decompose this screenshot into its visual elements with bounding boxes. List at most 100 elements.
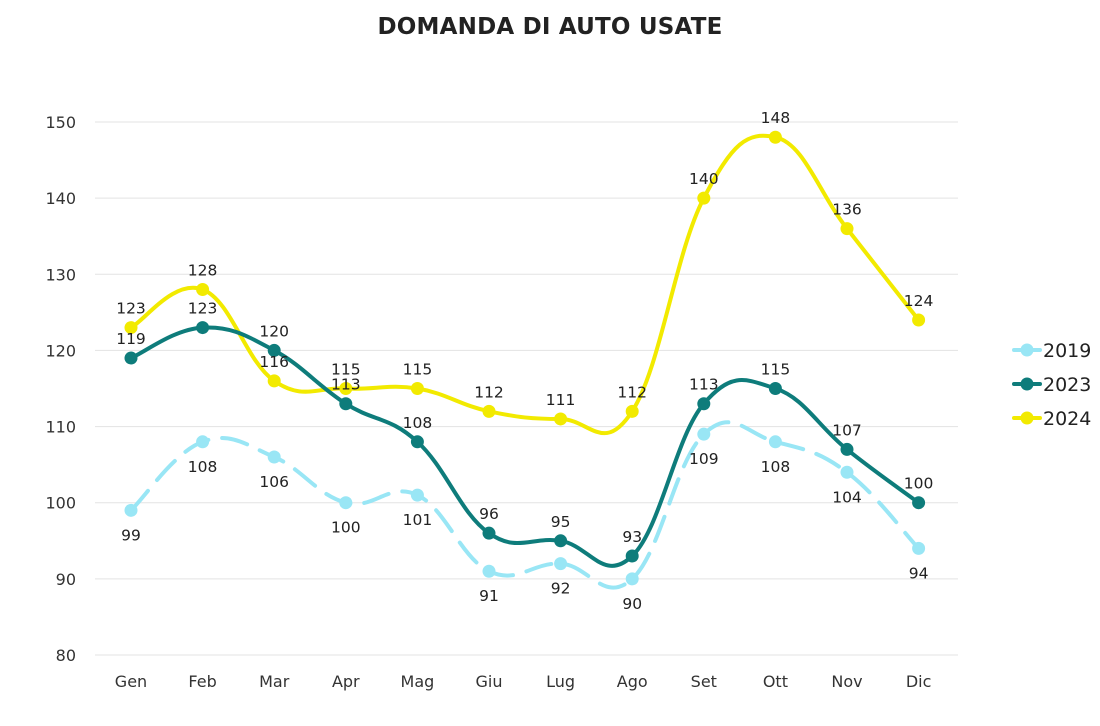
- chart-title: DOMANDA DI AUTO USATE: [377, 14, 723, 40]
- data-label-2023: 96: [479, 505, 499, 523]
- legend-item-2019: 2019: [1012, 340, 1091, 362]
- data-point-2019: [196, 435, 210, 449]
- data-labels: 99 108 106 100 101 91 92 90 109 108 104 94 119 123 120…: [116, 109, 933, 613]
- data-point-2023: [339, 397, 353, 411]
- y-axis-ticks: 80 90 100 110 120 130 140 150: [45, 113, 76, 665]
- data-point-2019: [697, 427, 711, 441]
- legend: 2019 2023 2024: [1012, 340, 1091, 430]
- data-label-2019: 101: [403, 511, 433, 529]
- data-point-2023: [554, 534, 568, 548]
- x-tick-label: Dic: [906, 672, 932, 691]
- data-label-2023: 123: [188, 300, 218, 318]
- data-point-2019: [912, 541, 926, 555]
- data-point-2024: [554, 412, 568, 426]
- series-2024: [124, 130, 926, 436]
- x-axis-ticks: Gen Feb Mar Apr Mag Giu Lug Ago Set Ott Nov Dic: [115, 672, 932, 691]
- x-tick-label: Lug: [546, 672, 575, 691]
- data-label-2023: 108: [403, 414, 433, 432]
- x-tick-label: Mar: [259, 672, 290, 691]
- data-label-2019: 109: [689, 450, 719, 468]
- x-tick-label: Set: [691, 672, 717, 691]
- y-tick-label: 110: [45, 418, 76, 437]
- x-tick-label: Mag: [401, 672, 435, 691]
- data-label-2024: 112: [474, 383, 504, 401]
- data-point-2024: [410, 382, 424, 395]
- data-label-2024: 115: [403, 361, 433, 379]
- data-point-2023: [410, 435, 424, 449]
- y-tick-label: 130: [45, 265, 76, 284]
- x-tick-label: Ago: [617, 672, 648, 691]
- data-label-2019: 91: [479, 587, 499, 605]
- data-label-2019: 94: [909, 564, 929, 582]
- data-label-2023: 100: [904, 475, 934, 493]
- y-tick-label: 140: [45, 189, 76, 208]
- data-label-2019: 92: [551, 580, 571, 598]
- data-point-2024: [482, 404, 496, 418]
- legend-label: 2023: [1043, 374, 1091, 396]
- data-label-2023: 119: [116, 330, 146, 348]
- data-point-2019: [124, 503, 138, 517]
- data-point-2023: [840, 442, 854, 456]
- data-label-2019: 104: [832, 488, 862, 506]
- data-point-2023: [768, 382, 782, 395]
- legend-swatch-marker: [1020, 343, 1034, 357]
- data-label-2024: 112: [617, 383, 647, 401]
- data-point-2023: [124, 351, 138, 365]
- series-2019: [124, 420, 926, 590]
- data-label-2019: 100: [331, 519, 361, 537]
- y-tick-label: 80: [56, 646, 76, 665]
- data-label-2024: 123: [116, 300, 146, 318]
- data-label-2023: 120: [259, 322, 289, 340]
- data-label-2023: 113: [331, 376, 361, 394]
- data-point-2019: [554, 557, 568, 571]
- x-tick-label: Apr: [332, 672, 360, 691]
- data-point-2023: [912, 496, 926, 510]
- series-2023: [124, 321, 926, 568]
- x-tick-label: Ott: [763, 672, 788, 691]
- x-tick-label: Gen: [115, 672, 147, 691]
- gridlines: [95, 121, 958, 656]
- data-point-2024: [768, 130, 782, 144]
- data-point-2023: [267, 343, 281, 357]
- data-point-2023: [625, 549, 639, 563]
- series-line-2019: [129, 420, 921, 590]
- data-point-2019: [339, 496, 353, 510]
- data-label-2024: 148: [761, 109, 791, 127]
- data-label-2023: 93: [622, 528, 642, 546]
- data-label-2023: 113: [689, 376, 719, 394]
- data-label-2024: 136: [832, 201, 862, 219]
- y-tick-label: 100: [45, 494, 76, 513]
- data-label-2024: 116: [259, 353, 289, 371]
- data-label-2019: 90: [622, 595, 642, 613]
- legend-swatch-marker: [1020, 411, 1034, 425]
- data-label-2019: 99: [121, 526, 141, 544]
- data-label-2023: 95: [551, 513, 571, 531]
- data-point-2023: [196, 321, 210, 335]
- data-point-2019: [840, 465, 854, 479]
- data-label-2023: 115: [761, 361, 791, 379]
- data-point-2024: [124, 321, 138, 335]
- legend-label: 2019: [1043, 340, 1091, 362]
- data-label-2024: 115: [331, 361, 361, 379]
- series-line-2024: [129, 133, 921, 436]
- data-point-2024: [339, 382, 353, 395]
- data-point-2024: [267, 374, 281, 388]
- data-label-2019: 108: [761, 458, 791, 476]
- y-tick-label: 120: [45, 341, 76, 360]
- data-point-2024: [912, 313, 926, 327]
- y-tick-label: 150: [45, 113, 76, 132]
- data-point-2023: [482, 526, 496, 540]
- legend-item-2023: 2023: [1012, 374, 1091, 396]
- legend-label: 2024: [1043, 408, 1091, 430]
- data-point-2024: [196, 283, 210, 297]
- data-label-2023: 107: [832, 421, 862, 439]
- data-point-2023: [697, 397, 711, 411]
- data-point-2019: [410, 488, 424, 502]
- data-label-2019: 106: [259, 473, 289, 491]
- data-point-2019: [267, 450, 281, 464]
- data-label-2024: 111: [546, 391, 576, 409]
- y-tick-label: 90: [56, 570, 76, 589]
- data-point-2019: [482, 564, 496, 578]
- data-label-2024: 128: [188, 262, 218, 280]
